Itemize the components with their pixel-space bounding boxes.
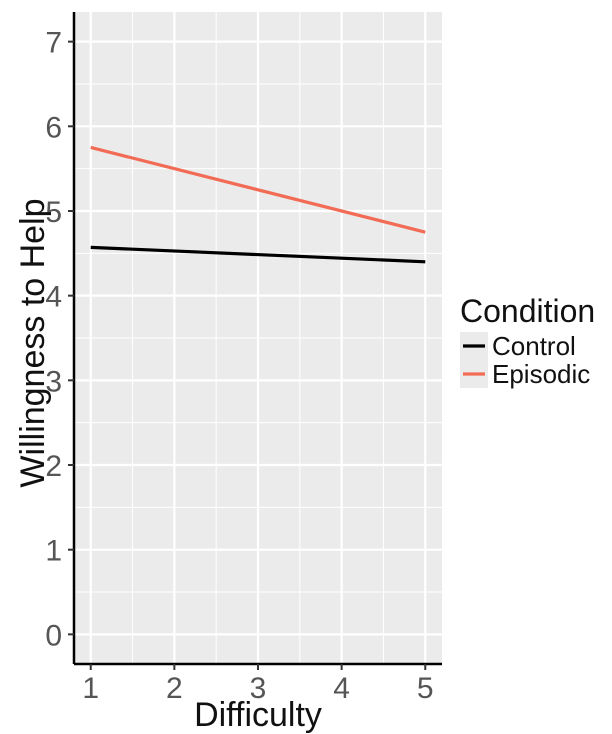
x-tick-label: 4 xyxy=(333,672,350,705)
y-tick-label: 7 xyxy=(45,27,62,60)
y-tick-label: 0 xyxy=(45,619,62,652)
major-gridlines xyxy=(74,12,442,664)
y-tick-label: 4 xyxy=(45,281,62,314)
y-axis-title: Willingness to Help xyxy=(14,198,52,487)
legend-label-episodic: Episodic xyxy=(492,359,590,389)
y-tick-label: 5 xyxy=(45,196,62,229)
y-tick-label: 3 xyxy=(45,365,62,398)
series-line-episodic xyxy=(90,145,426,234)
x-tick-label: 5 xyxy=(417,672,434,705)
y-tick-label: 1 xyxy=(45,535,62,568)
legend-label-control: Control xyxy=(492,331,576,361)
x-tick-label: 1 xyxy=(82,672,99,705)
series-lines xyxy=(90,145,426,264)
x-tick-label: 2 xyxy=(166,672,183,705)
y-tick-label: 2 xyxy=(45,450,62,483)
legend-title: Condition xyxy=(460,293,595,329)
x-axis-title: Difficulty xyxy=(194,696,322,734)
series-line-control xyxy=(90,245,426,264)
y-axis-ticks: 0 1 2 3 4 5 6 7 xyxy=(45,27,74,652)
x-tick-label: 3 xyxy=(250,672,267,705)
x-axis-ticks: 1 2 3 4 5 xyxy=(82,664,434,705)
y-tick-label: 6 xyxy=(45,111,62,144)
